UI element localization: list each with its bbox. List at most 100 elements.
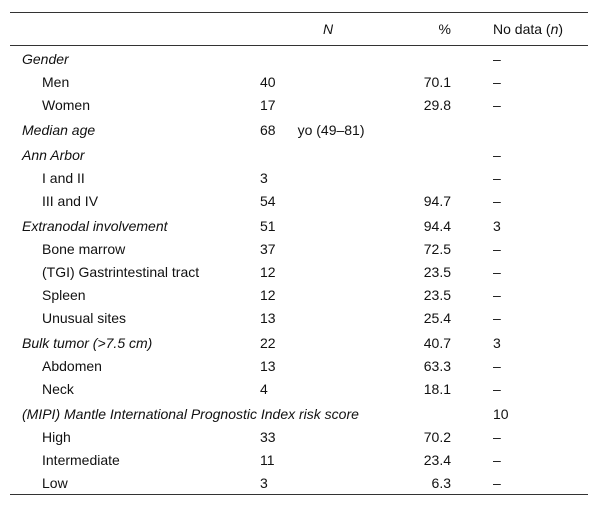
no-data-cell: – xyxy=(493,264,501,280)
n-value: 3 xyxy=(260,170,268,186)
n-cell: 4 xyxy=(255,378,380,401)
row: Abdomen 13 63.3 – xyxy=(10,355,588,378)
n-value: 40 xyxy=(260,74,276,90)
row: Bone marrow 37 72.5 – xyxy=(10,238,588,261)
no-data-cell: – xyxy=(493,310,501,326)
percent-cell: 23.5 xyxy=(423,287,451,303)
row-label: Neck xyxy=(42,381,74,397)
row-label: High xyxy=(42,429,71,445)
n-cell: 13 xyxy=(255,307,380,330)
percent-cell xyxy=(380,167,455,190)
n-value: 51 xyxy=(260,218,276,234)
percent-cell: 40.7 xyxy=(423,335,451,351)
no-data-cell: – xyxy=(493,97,501,113)
row-label: Bone marrow xyxy=(42,241,126,257)
percent-cell: 70.1 xyxy=(423,74,451,90)
n-cell: 3 xyxy=(255,167,380,190)
n-value: 17 xyxy=(260,97,276,113)
n-value: 22 xyxy=(260,335,276,351)
percent-cell: 29.8 xyxy=(423,97,451,113)
no-data-cell: – xyxy=(493,429,501,445)
row-label: (MIPI) Mantle International Prognostic I… xyxy=(22,406,359,422)
group-row: Median age 68 yo (49–81) xyxy=(10,117,588,142)
n-cell xyxy=(255,142,380,167)
n-cell: 40 xyxy=(255,71,380,94)
n-value: 3 xyxy=(260,474,268,491)
row-label: III and IV xyxy=(42,193,99,209)
header-row: N % No data (n) xyxy=(10,12,588,46)
row: III and IV 54 94.7 – xyxy=(10,190,588,213)
row-label: Intermediate xyxy=(42,452,120,468)
row-label: (TGI) Gastrintestinal tract xyxy=(42,264,200,280)
no-data-cell: – xyxy=(493,452,501,468)
header-var: n xyxy=(550,21,559,37)
n-value: 54 xyxy=(260,193,276,209)
n-cell: 11 xyxy=(255,449,380,472)
row: Men 40 70.1 – xyxy=(10,71,588,94)
row-label: Median age xyxy=(22,122,96,138)
group-row: Ann Arbor – xyxy=(10,142,588,167)
row-label: Ann Arbor xyxy=(22,147,85,163)
percent-cell: 94.7 xyxy=(423,193,451,209)
group-row: Extranodal involvement 51 94.4 3 xyxy=(10,213,588,238)
header-n: N xyxy=(323,21,334,37)
n-value: 13 xyxy=(260,310,276,326)
n-cell: 33 xyxy=(255,426,380,449)
no-data-cell: 3 xyxy=(493,335,501,351)
row: Unusual sites 13 25.4 – xyxy=(10,307,588,330)
row-label: Bulk tumor (>7.5 cm) xyxy=(22,335,153,351)
header-no-data: No data (n) xyxy=(455,13,588,46)
table-header: N % No data (n) xyxy=(10,12,588,46)
percent-cell xyxy=(380,46,455,71)
row-label: Gender xyxy=(22,51,69,68)
no-data-cell: – xyxy=(493,474,501,491)
no-data-cell: – xyxy=(493,358,501,374)
row: (TGI) Gastrintestinal tract 12 23.5 – xyxy=(10,261,588,284)
percent-cell: 94.4 xyxy=(423,218,451,234)
header-text: No data ( xyxy=(493,21,551,37)
row-label: Women xyxy=(42,97,90,113)
row-label: Unusual sites xyxy=(42,310,127,326)
n-cell: 22 xyxy=(255,330,380,355)
percent-cell: 6.3 xyxy=(431,474,451,491)
group-row: Gender – xyxy=(10,46,588,71)
n-cell: 12 xyxy=(255,284,380,307)
n-cell: 68 yo (49–81) xyxy=(255,117,455,142)
group-row: Bulk tumor (>7.5 cm) 22 40.7 3 xyxy=(10,330,588,355)
n-cell: 17 xyxy=(255,94,380,117)
no-data-cell: – xyxy=(493,287,501,303)
no-data-cell: 3 xyxy=(493,218,501,234)
percent-cell: 18.1 xyxy=(423,381,451,397)
row-label: I and II xyxy=(42,170,85,186)
percent-cell xyxy=(380,142,455,167)
row-label: Extranodal involvement xyxy=(22,218,168,234)
row: I and II 3 – xyxy=(10,167,588,190)
row: Spleen 12 23.5 – xyxy=(10,284,588,307)
n-value: 68 xyxy=(260,122,276,138)
no-data-cell: – xyxy=(493,381,501,397)
n-cell: 3 xyxy=(255,472,380,495)
n-value: 12 xyxy=(260,287,276,303)
n-value: 37 xyxy=(260,241,276,257)
no-data-cell: – xyxy=(493,147,501,163)
header-percent: % xyxy=(438,21,451,37)
header-cell xyxy=(10,13,255,46)
row-label: Low xyxy=(42,474,68,491)
percent-cell: 63.3 xyxy=(423,358,451,374)
data-table: N % No data (n) Gender – Men 40 70.1 – Women 17… xyxy=(10,12,588,495)
row: Women 17 29.8 – xyxy=(10,94,588,117)
n-value: 13 xyxy=(260,358,276,374)
n-value: 33 xyxy=(260,429,276,445)
row: Low 3 6.3 – xyxy=(10,472,588,495)
n-cell: 12 xyxy=(255,261,380,284)
percent-cell: 70.2 xyxy=(423,429,451,445)
no-data-cell: – xyxy=(493,241,501,257)
no-data-cell: 10 xyxy=(493,406,509,422)
row: Neck 4 18.1 – xyxy=(10,378,588,401)
row-label: Abdomen xyxy=(42,358,102,374)
no-data-cell xyxy=(455,117,588,142)
percent-cell: 25.4 xyxy=(423,310,451,326)
n-cell: 51 xyxy=(255,213,380,238)
n-cell: 37 xyxy=(255,238,380,261)
